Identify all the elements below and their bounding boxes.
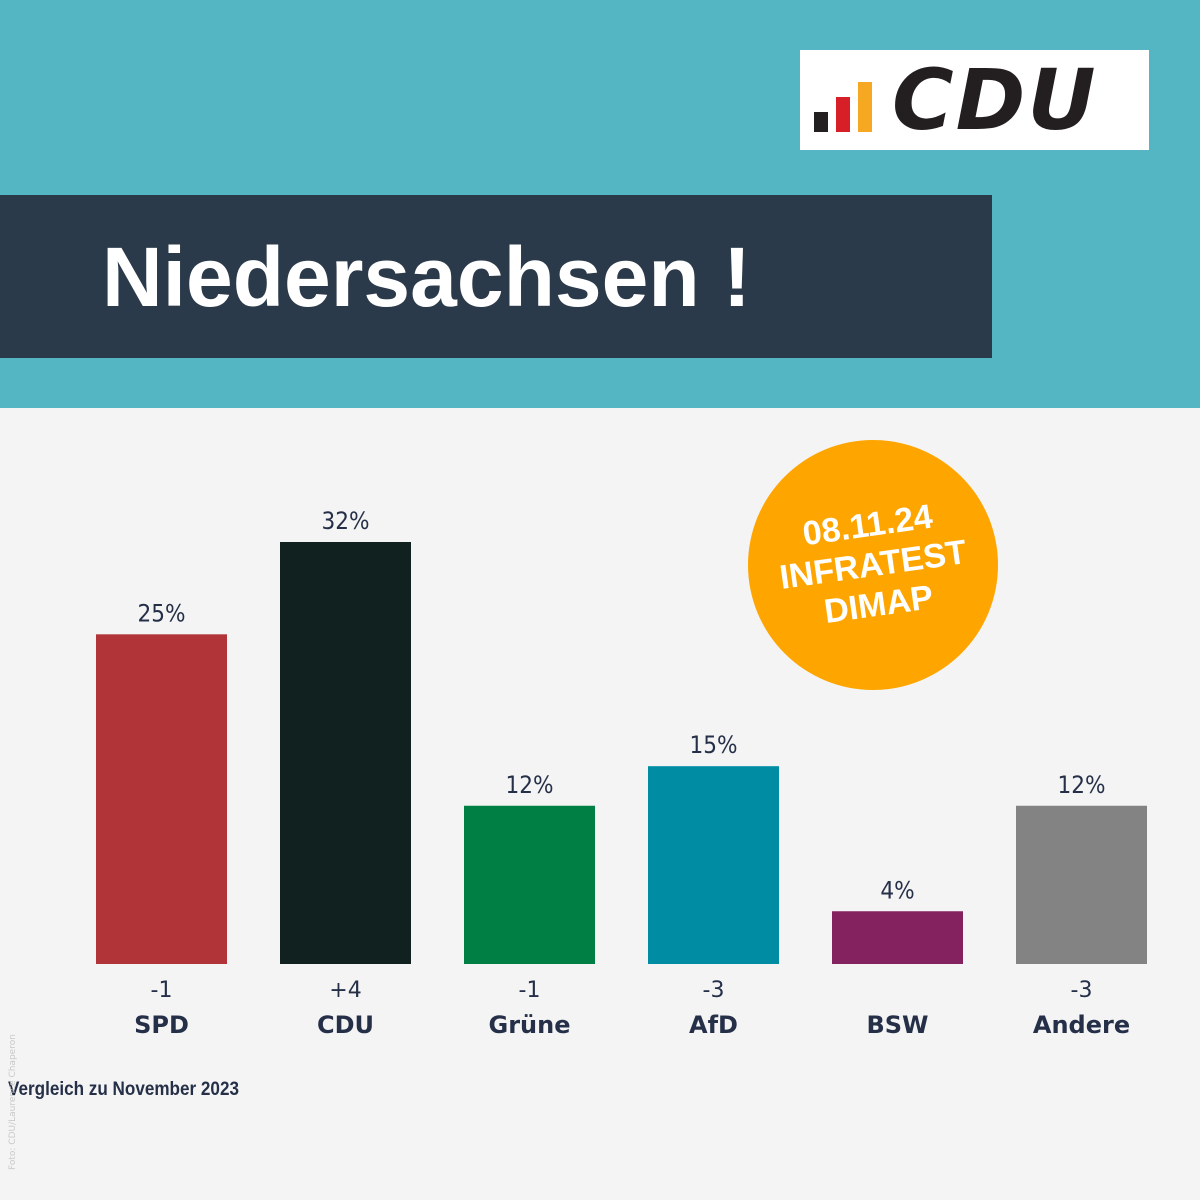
bar-bsw xyxy=(832,911,963,964)
value-label: 32% xyxy=(322,507,370,535)
value-label: 4% xyxy=(880,876,914,904)
poll-date-badge: 08.11.24 INFRATEST DIMAP xyxy=(748,440,998,690)
category-label: SPD xyxy=(134,1011,189,1039)
bar-afd xyxy=(648,766,779,964)
bar-andere xyxy=(1016,805,1147,964)
page-title: Niedersachsen ! xyxy=(102,230,751,324)
change-label: +4 xyxy=(329,978,361,1003)
logo-bar-gold xyxy=(858,82,872,132)
bar-cdu xyxy=(280,542,411,964)
poll-bar-chart: 25% -1 SPD 32% +4 CDU 12% -1 Grüne 15% -3 AfD 4% BSW 1… xyxy=(96,507,1147,1039)
logo-bars-icon xyxy=(814,50,884,150)
change-label: -1 xyxy=(151,978,173,1003)
value-label: 25% xyxy=(138,599,186,627)
comparison-note: Vergleich zu November 2023 xyxy=(8,1079,239,1100)
change-label: -3 xyxy=(1071,978,1093,1003)
change-label: -3 xyxy=(703,978,725,1003)
logo-text: CDU xyxy=(892,51,1098,149)
category-label: Andere xyxy=(1033,1011,1130,1039)
bar-spd xyxy=(96,634,227,964)
value-label: 12% xyxy=(1058,771,1106,799)
value-label: 12% xyxy=(506,771,554,799)
category-label: BSW xyxy=(866,1011,928,1039)
category-label: CDU xyxy=(317,1011,374,1039)
logo-bar-red xyxy=(836,97,850,132)
value-label: 15% xyxy=(690,731,738,759)
logo-bar-black xyxy=(814,112,828,132)
photo-credit: Foto: CDU/Laurence Chaperon xyxy=(8,1034,18,1170)
change-label: -1 xyxy=(519,978,541,1003)
category-label: AfD xyxy=(689,1011,738,1039)
cdu-logo: CDU xyxy=(800,50,1149,150)
category-label: Grüne xyxy=(489,1011,571,1039)
title-banner: Niedersachsen ! xyxy=(0,195,992,358)
bar-grüne xyxy=(464,805,595,964)
